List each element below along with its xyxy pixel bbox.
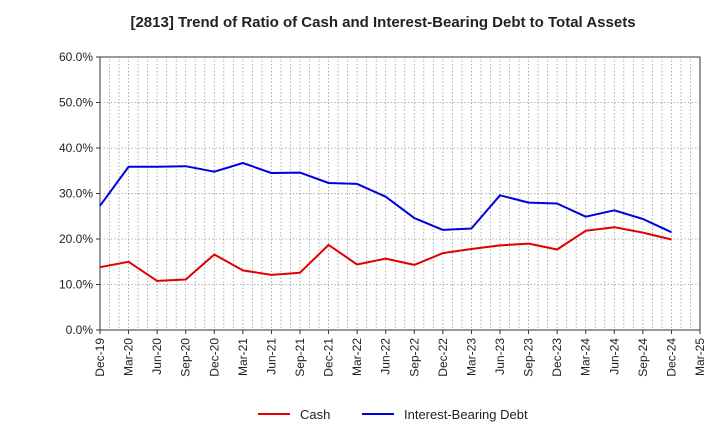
x-tick-label: Dec-21 <box>322 338 336 377</box>
legend-label: Cash <box>300 407 330 422</box>
x-tick-label: Dec-19 <box>93 338 107 377</box>
x-tick-label: Mar-25 <box>693 338 707 376</box>
x-tick-label: Jun-23 <box>493 338 507 375</box>
x-tick-label: Jun-21 <box>264 338 278 375</box>
y-tick-label: 30.0% <box>59 187 93 201</box>
x-tick-label: Dec-20 <box>207 338 221 377</box>
x-tick-label: Sep-24 <box>636 338 650 377</box>
legend: Cash Interest-Bearing Debt <box>258 407 528 422</box>
x-tick-label: Mar-23 <box>464 338 478 376</box>
x-tick-label: Sep-22 <box>407 338 421 377</box>
y-tick-label: 50.0% <box>59 96 93 110</box>
x-axis: Dec-19 Mar-20 Jun-20 Sep-20 Dec-20 Mar-21 Jun-… <box>93 330 707 377</box>
y-tick-label: 10.0% <box>59 278 93 292</box>
x-tick-label: Dec-22 <box>436 338 450 377</box>
series-line-interest-bearing-debt <box>99 162 672 234</box>
y-tick-label: 40.0% <box>59 141 93 155</box>
x-tick-label: Jun-22 <box>379 338 393 375</box>
x-tick-label: Jun-20 <box>150 338 164 375</box>
y-tick-label: 60.0% <box>59 50 93 64</box>
x-tick-label: Sep-21 <box>293 338 307 377</box>
legend-label: Interest-Bearing Debt <box>404 407 528 422</box>
chart-title: [2813] Trend of Ratio of Cash and Intere… <box>130 14 635 31</box>
y-tick-label: 20.0% <box>59 232 93 246</box>
x-tick-label: Mar-22 <box>350 338 364 376</box>
x-tick-label: Mar-20 <box>122 338 136 376</box>
x-tick-label: Mar-21 <box>236 338 250 376</box>
y-tick-label: 0.0% <box>66 323 94 337</box>
series-line-cash <box>99 226 672 282</box>
grid <box>100 57 700 330</box>
x-tick-label: Mar-24 <box>579 338 593 376</box>
x-tick-label: Dec-24 <box>664 338 678 377</box>
series-group <box>99 162 672 282</box>
x-tick-label: Dec-23 <box>550 338 564 377</box>
x-tick-label: Jun-24 <box>607 338 621 375</box>
plot-area <box>99 56 701 331</box>
x-tick-label: Sep-20 <box>179 338 193 377</box>
y-axis: 0.0% 10.0% 20.0% 30.0% 40.0% 50.0% 60.0% <box>59 50 100 337</box>
x-tick-label: Sep-23 <box>522 338 536 377</box>
